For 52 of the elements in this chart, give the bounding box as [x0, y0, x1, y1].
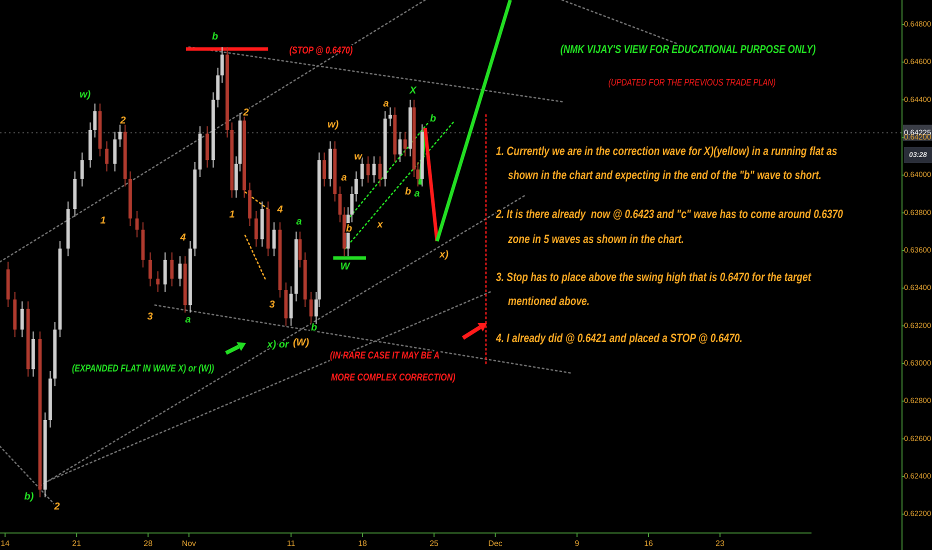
x-tick-label: 25 [430, 539, 440, 548]
x-tick-label: 18 [358, 539, 368, 548]
annotation: (W) [292, 338, 310, 349]
annotation: a [296, 216, 302, 228]
annotation: 3 [269, 300, 276, 311]
annotation: x) or [266, 340, 290, 351]
annotation: zone in 5 waves as shown in the chart. [507, 233, 684, 246]
x-tick-label: Dec [488, 539, 502, 548]
annotation: a [341, 172, 348, 184]
annotation: x) [438, 250, 450, 261]
annotation: b) [24, 492, 34, 503]
text: (UPDATED FOR THE PREVIOUS TRADE PLAN) [608, 76, 776, 88]
annotation: a [414, 188, 420, 200]
x-tick-label: 21 [72, 539, 82, 548]
annotation: 1 [229, 210, 236, 221]
annotation: 3. Stop has to place above the swing high that is 0.6470 for the target [496, 271, 812, 284]
annotation: (IN RARE CASE IT MAY BE A [330, 350, 440, 361]
x-tick-label: 14 [0, 539, 10, 548]
annotation: (STOP @ 0.6470) [289, 44, 353, 56]
annotation: 2 [119, 116, 126, 127]
annotation: X [408, 86, 418, 97]
annotation: w) [327, 120, 340, 131]
annotation: W [340, 262, 352, 273]
x-tick-label: 28 [144, 539, 154, 548]
annotation: 3 [147, 312, 154, 323]
text: (NMK VIJAY'S VIEW FOR EDUCATIONAL PURPOSE ONLY) [560, 44, 816, 56]
annotation: 1 [100, 216, 106, 227]
annotation: 2 [53, 502, 60, 513]
annotation: shown in the chart and expecting in the end of the "b" wave to short. [508, 169, 822, 182]
annotation: a [185, 314, 192, 326]
annotation: x [376, 220, 384, 231]
x-tick-label: 9 [574, 539, 580, 548]
annotation: b [430, 114, 436, 125]
annotation: b [310, 322, 318, 334]
x-tick-label: 16 [644, 539, 654, 548]
annotation: w [354, 152, 364, 163]
annotation: MORE COMPLEX CORRECTION) [331, 372, 456, 383]
annotation: b [212, 32, 218, 43]
annotation: w) [79, 90, 92, 101]
annotation: a [383, 98, 390, 110]
annotation: 4 [276, 204, 284, 216]
annotation: 4. I already did @ 0.6421 and placed a STOP @ 0.6470. [495, 332, 742, 346]
annotation: 2. It is there already now @ 0.6423 and "c" wave has to come around 0.6370 [495, 208, 843, 222]
annotation: 4 [179, 232, 186, 244]
x-tick-label: 23 [716, 539, 726, 548]
annotation: 1. Currently we are in the correction wave for X)(yellow) in a running flat as [496, 145, 838, 158]
annotation: 2 [242, 108, 250, 119]
annotation: mentioned above. [508, 295, 590, 308]
x-tick-label: Nov [182, 539, 196, 548]
x-tick-label: 11 [286, 539, 296, 548]
annotation: b [404, 186, 412, 198]
annotation: (EXPANDED FLAT IN WAVE X) or (W)) [72, 362, 214, 374]
